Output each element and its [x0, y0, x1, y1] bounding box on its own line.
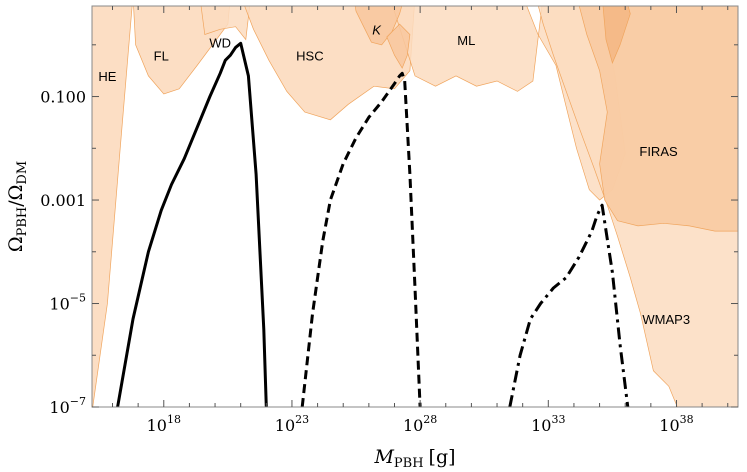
axes [91, 5, 739, 408]
region-label-k: K [372, 22, 382, 37]
data-series [116, 41, 630, 407]
plot-frame [91, 5, 739, 408]
region-wd [200, 6, 251, 41]
x-axis-title-sub: PBH [394, 456, 424, 471]
region-label-he: HE [98, 69, 116, 84]
y-axis-title-num-sub: PBH [15, 207, 30, 237]
y-axis-title-separator: / [5, 200, 27, 207]
x-axis-title: MPBH [g] [373, 446, 455, 471]
y-axis-title: ΩPBH/ΩDM [5, 161, 30, 252]
y-tick-label: 10−7 [49, 395, 86, 417]
region-label-fl: FL [154, 48, 169, 63]
region-he [92, 6, 133, 407]
region-label-firas: FIRAS [639, 144, 678, 159]
x-axis-title-main: M [373, 446, 394, 468]
y-axis-title-num-symbol: Ω [5, 236, 27, 252]
x-tick-label: 1038 [659, 413, 693, 435]
x-axis-title-unit: [g] [429, 446, 456, 468]
y-axis-title-den-sub: DM [15, 161, 30, 185]
series-line-dashdot [508, 203, 630, 407]
series-line-solid [116, 41, 268, 407]
region-top-right [602, 6, 631, 64]
y-axis-title-den-symbol: Ω [5, 185, 27, 201]
y-tick-label: 10−5 [49, 292, 86, 314]
x-tick-label: 1023 [275, 413, 309, 435]
x-tick-label: 1018 [147, 413, 181, 435]
region-label-wmap3: WMAP3 [642, 312, 690, 327]
region-label-ml: ML [457, 33, 475, 48]
constraint-regions [92, 6, 738, 407]
x-tick-label: 1033 [531, 413, 565, 435]
x-tick-label: 1028 [403, 413, 437, 435]
y-tick-label: 0.001 [40, 191, 86, 210]
region-firas [578, 6, 738, 232]
region-k [354, 6, 403, 46]
region-label-wd: WD [209, 35, 231, 50]
region-label-hsc: HSC [296, 48, 323, 63]
region-labels: HE FL WD HSC K ML FIRAS WMAP3 [98, 22, 690, 327]
series-line-dashed [300, 71, 422, 407]
ticks: 1018 1023 1028 1033 1038 0.100 0.001 10−5 10−7 [40, 6, 738, 435]
region-ml-bump [386, 23, 411, 69]
y-tick-label: 0.100 [40, 88, 86, 107]
